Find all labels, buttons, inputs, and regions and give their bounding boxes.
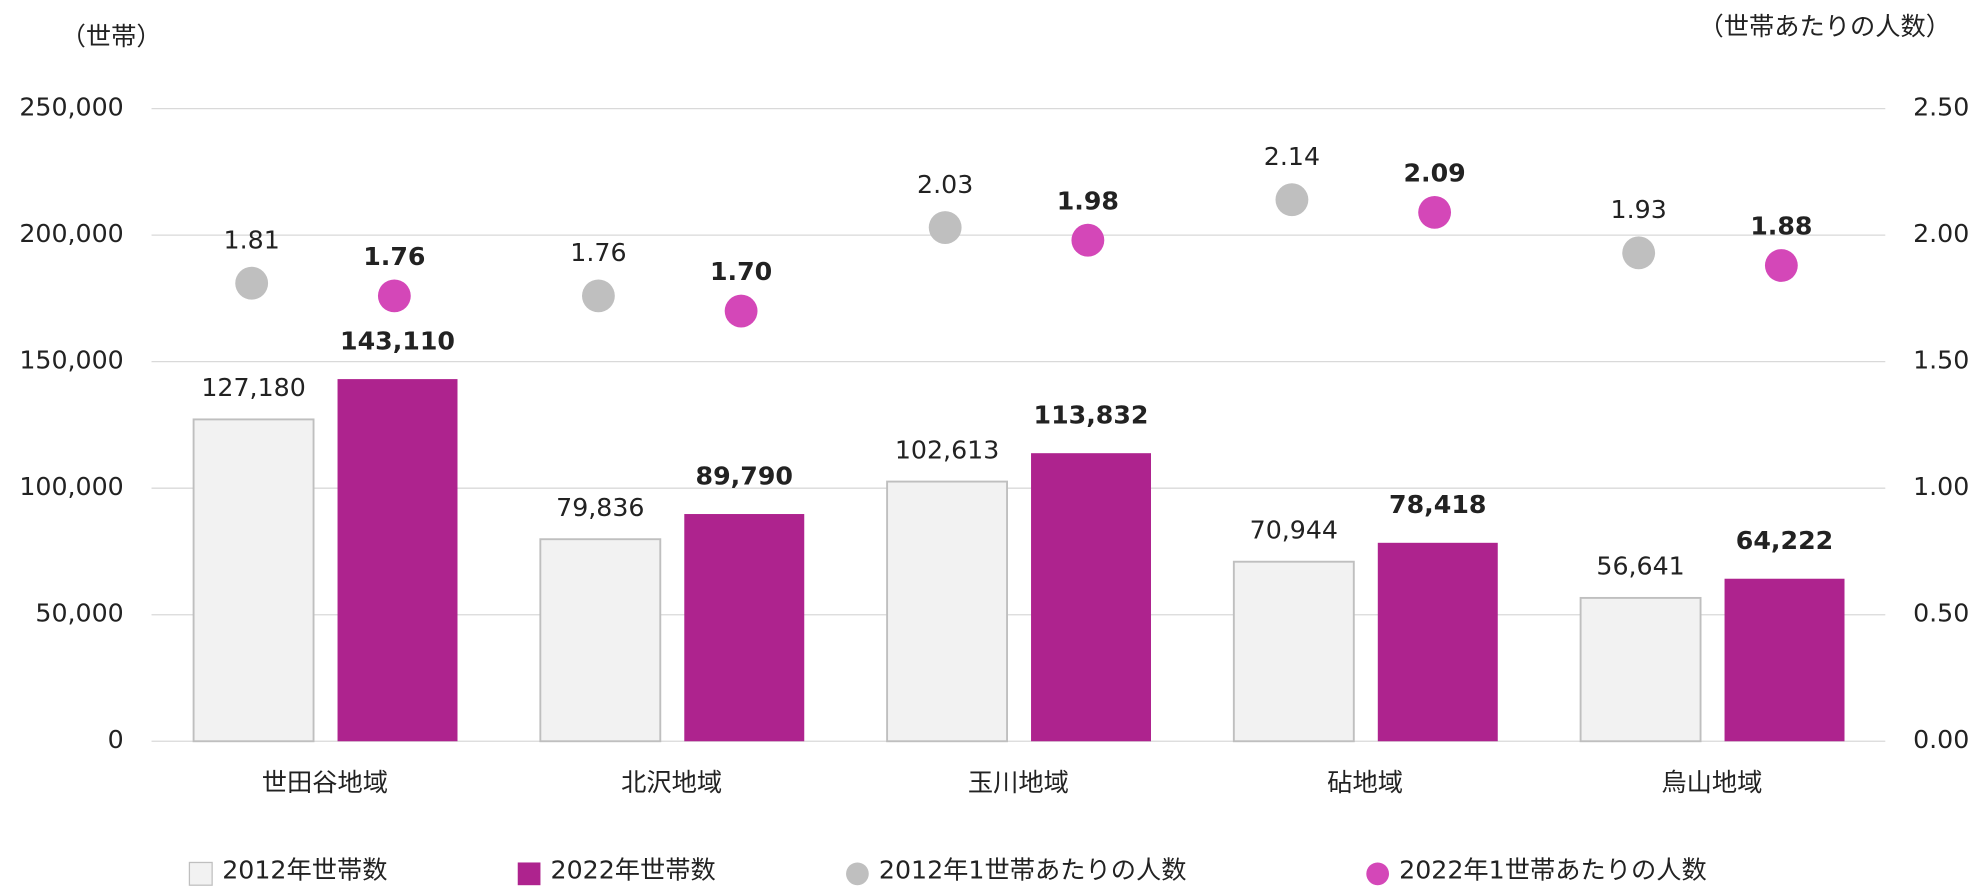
bar [1724, 578, 1845, 742]
y-tick-label: 250,000 [19, 93, 123, 122]
x-tick-label: 烏山地域 [1661, 768, 1762, 797]
y2-tick-label: 0.50 [1913, 599, 1969, 628]
bar [539, 538, 662, 743]
y2-tick-label: 1.50 [1913, 346, 1969, 375]
legend-label: 2012年世帯数 [222, 855, 387, 884]
y-axis-title: （世帯） [61, 22, 162, 51]
y2-tick-label: 0.00 [1913, 725, 1969, 754]
legend-marker [517, 862, 541, 886]
dot-value-label: 2.09 [1403, 158, 1465, 187]
dot [1071, 223, 1105, 257]
bar-value-label: 79,836 [556, 493, 644, 522]
bar [886, 480, 1008, 743]
y-tick-label: 100,000 [19, 472, 123, 501]
x-tick-label: 砧地域 [1327, 768, 1403, 797]
y-tick-label: 150,000 [19, 346, 123, 375]
bar-value-label: 127,180 [201, 373, 305, 402]
bar [1232, 560, 1355, 743]
y2-axis-title: （世帯あたりの人数） [1698, 12, 1951, 41]
dot-value-label: 1.98 [1057, 186, 1119, 215]
legend-label: 2012年1世帯あたりの人数 [879, 855, 1187, 884]
bar [1031, 453, 1152, 742]
legend-label: 2022年1世帯あたりの人数 [1399, 855, 1707, 884]
bar-value-label: 64,222 [1736, 526, 1833, 555]
dot-value-label: 1.88 [1750, 212, 1812, 241]
dot [724, 294, 758, 328]
dot-value-label: 1.76 [570, 238, 626, 267]
dot-value-label: 2.14 [1264, 142, 1320, 171]
dot-value-label: 1.70 [710, 257, 772, 286]
dot [582, 279, 615, 313]
dot [928, 211, 962, 244]
dot [1622, 236, 1656, 270]
bar-value-label: 78,418 [1389, 490, 1486, 519]
x-tick-label: 世田谷地域 [262, 768, 388, 797]
legend-marker [846, 862, 869, 886]
bar [1377, 542, 1498, 742]
bar-value-label: 70,944 [1250, 515, 1338, 544]
dot [235, 266, 269, 300]
bar [192, 418, 315, 743]
x-tick-label: 北沢地域 [621, 768, 722, 797]
y-tick-label: 0 [108, 725, 124, 754]
dot-value-label: 1.93 [1611, 195, 1667, 224]
legend-marker [1366, 862, 1390, 886]
bar-value-label: 113,832 [1034, 401, 1149, 430]
dot [1764, 249, 1798, 282]
bar-value-label: 56,641 [1596, 552, 1684, 581]
y2-tick-label: 1.00 [1913, 472, 1969, 501]
legend-marker [188, 861, 213, 886]
y-tick-label: 50,000 [35, 599, 123, 628]
bar-value-label: 89,790 [696, 461, 793, 490]
dot-value-label: 2.03 [917, 170, 973, 199]
y2-tick-label: 2.00 [1913, 219, 1969, 248]
bar [1579, 596, 1702, 743]
bar-value-label: 102,613 [895, 435, 999, 464]
bar [684, 514, 805, 742]
y-tick-label: 200,000 [19, 219, 123, 248]
dot-value-label: 1.81 [224, 226, 280, 255]
dot [1275, 183, 1309, 217]
dot-value-label: 1.76 [363, 242, 425, 271]
bar-value-label: 143,110 [340, 326, 455, 355]
dot [1418, 195, 1452, 229]
bar [337, 379, 458, 742]
y2-tick-label: 2.50 [1913, 93, 1969, 122]
dot [377, 279, 411, 313]
legend-label: 2022年世帯数 [551, 855, 716, 884]
x-tick-label: 玉川地域 [968, 768, 1069, 797]
